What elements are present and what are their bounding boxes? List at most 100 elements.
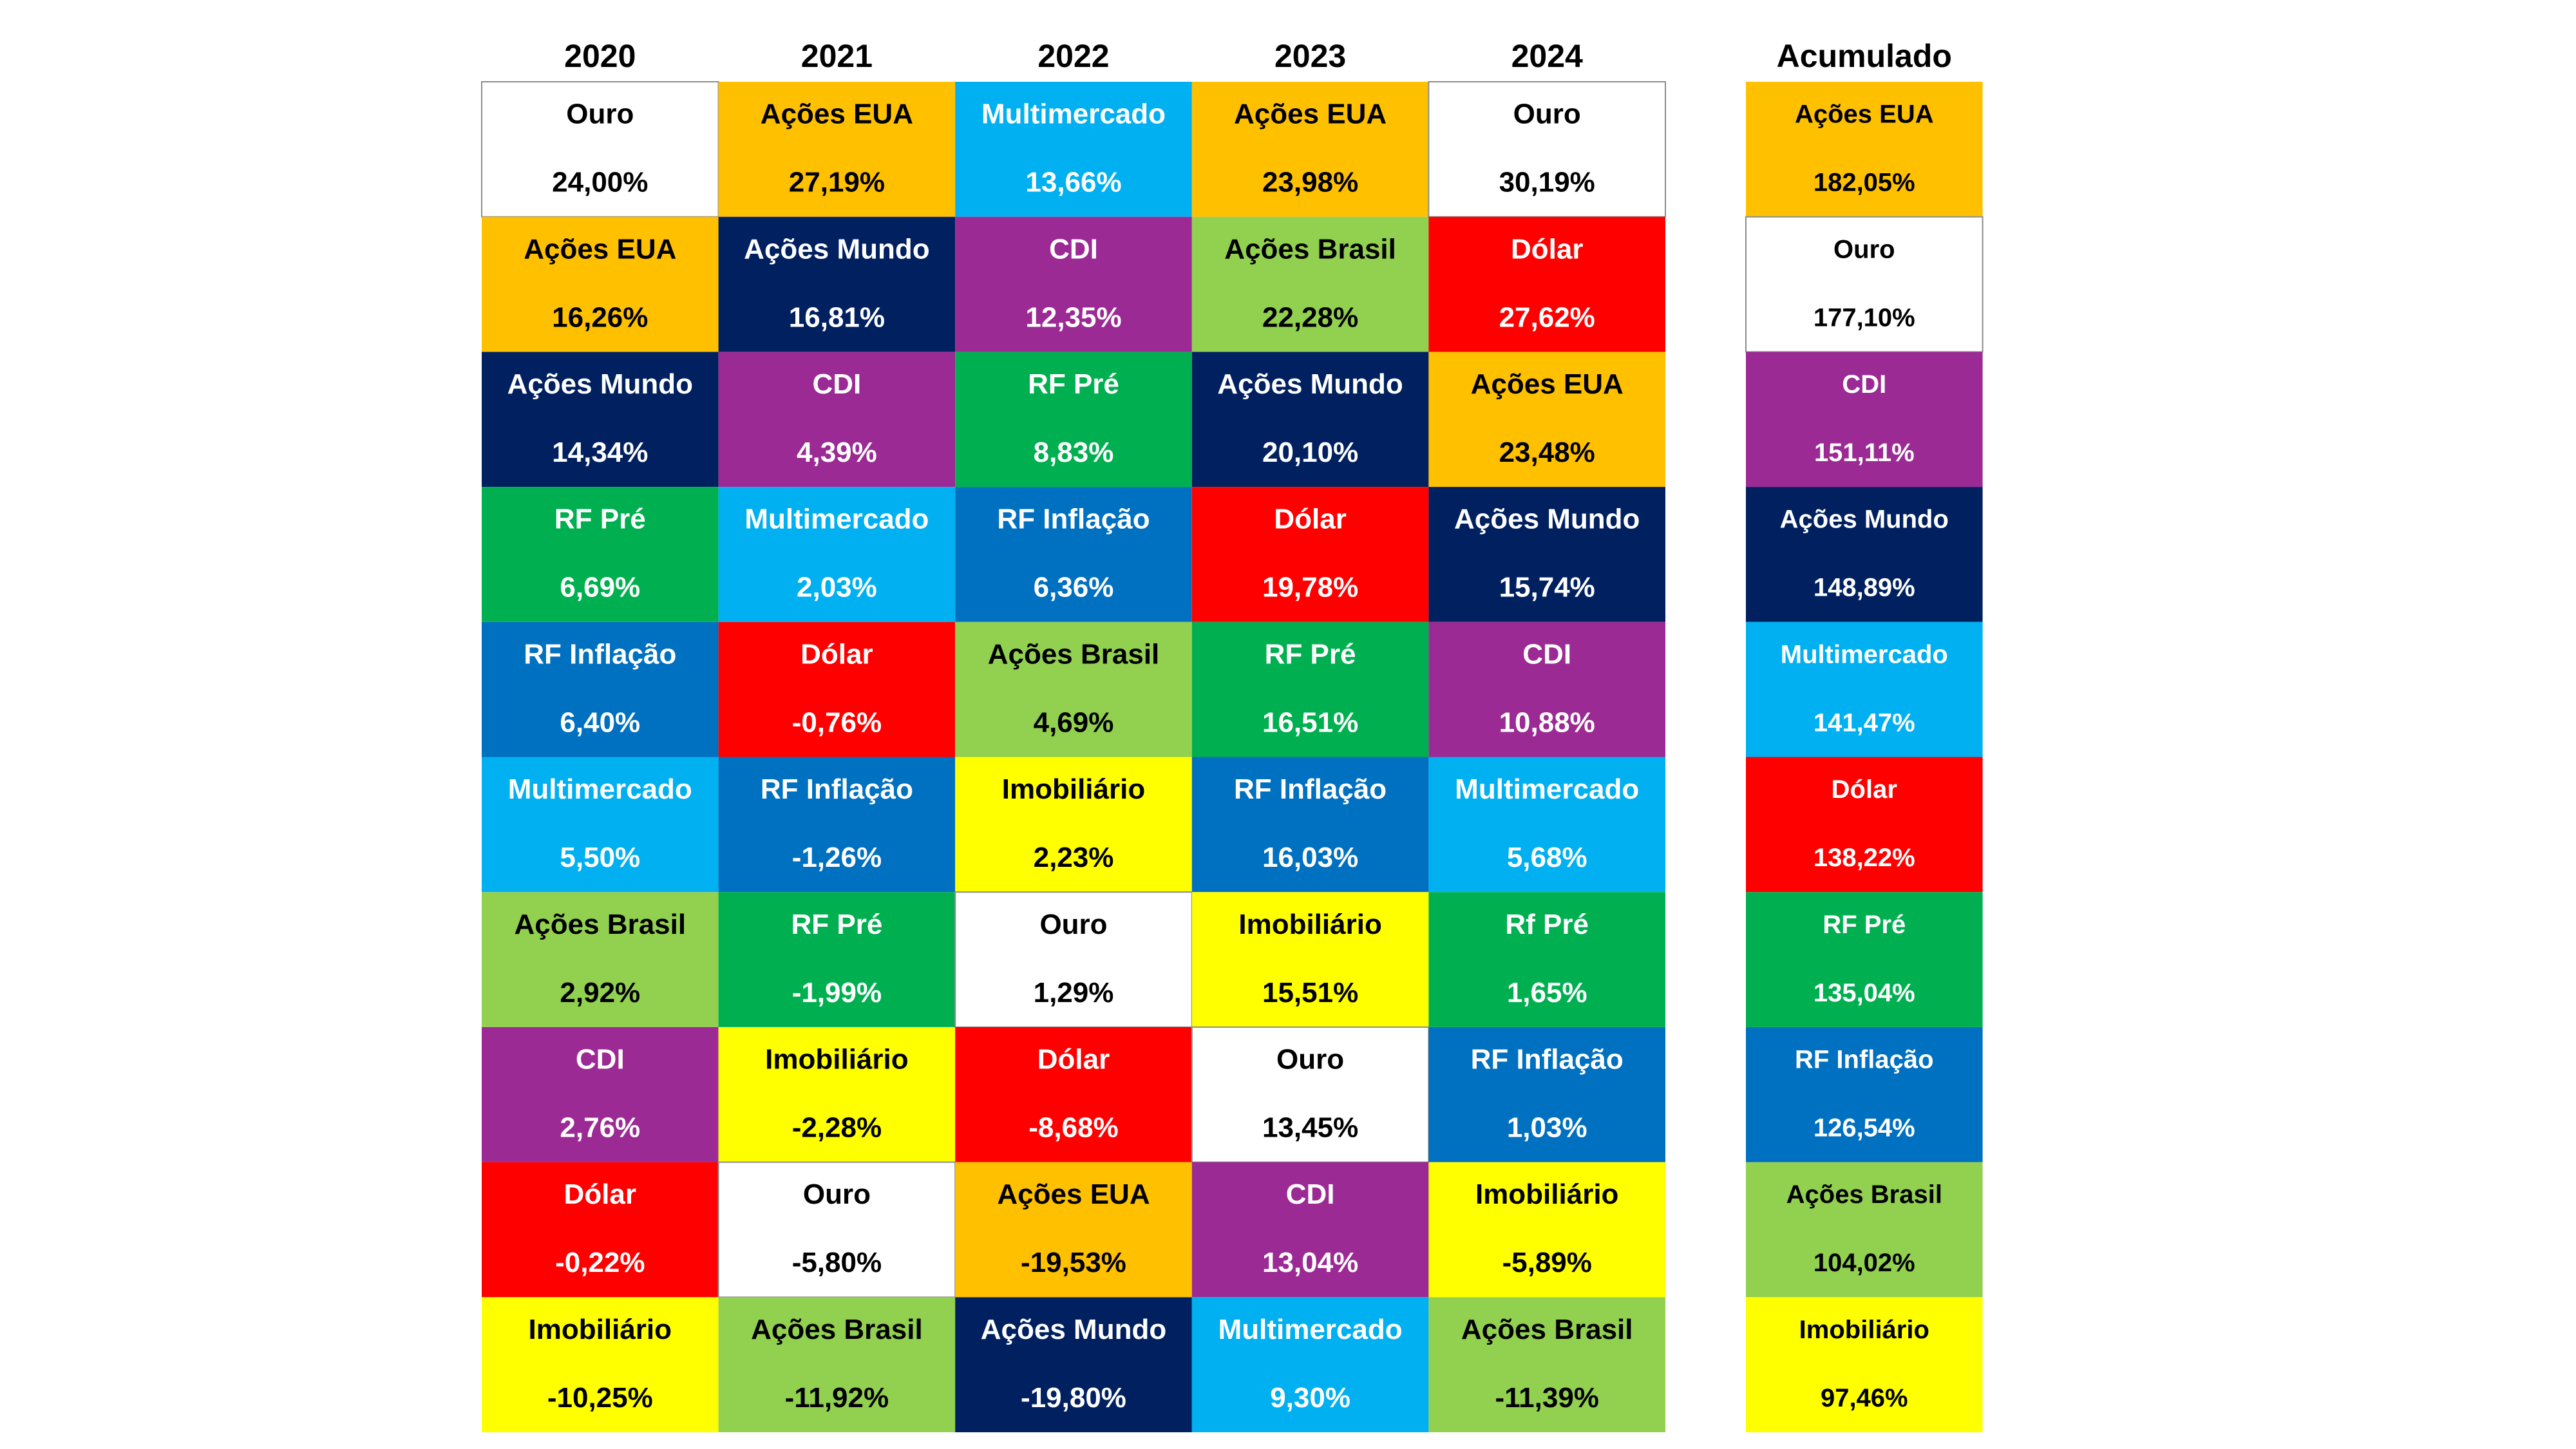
return-value: -11,92% xyxy=(785,1382,889,1414)
asset-name: Multimercado xyxy=(1455,773,1639,805)
asset-name: Ações Brasil xyxy=(1461,1314,1633,1345)
cell xyxy=(1191,1297,1429,1432)
return-value: 12,35% xyxy=(1025,301,1121,333)
asset-name: Ações Mundo xyxy=(1454,504,1640,535)
asset-name: RF Pré xyxy=(554,504,646,535)
return-value: -0,76% xyxy=(792,706,882,738)
cell xyxy=(1746,757,1983,893)
column-header: 2021 xyxy=(801,38,873,74)
return-value: -8,68% xyxy=(1028,1112,1118,1144)
return-value: 14,34% xyxy=(552,437,648,468)
return-value: -5,80% xyxy=(792,1247,882,1278)
return-value: 141,47% xyxy=(1814,708,1915,737)
return-value: 13,66% xyxy=(1025,167,1121,198)
return-value: 138,22% xyxy=(1814,844,1915,872)
asset-name: RF Pré xyxy=(1028,368,1119,400)
cell xyxy=(1191,757,1429,893)
return-value: 6,36% xyxy=(1034,572,1114,603)
cell xyxy=(1191,82,1429,217)
column-header: 2023 xyxy=(1274,38,1346,74)
cell xyxy=(1428,352,1665,488)
asset-name: Ouro xyxy=(1039,909,1107,940)
cell xyxy=(1746,487,1983,622)
asset-name: Multimercado xyxy=(1218,1314,1403,1345)
column-header: Acumulado xyxy=(1777,38,1952,74)
cell xyxy=(718,352,956,488)
asset-name: Ações Mundo xyxy=(507,368,693,400)
return-value: 151,11% xyxy=(1814,439,1915,467)
cell xyxy=(955,216,1192,352)
return-value: 5,50% xyxy=(560,842,640,873)
asset-name: Dólar xyxy=(1037,1044,1110,1075)
return-value: 126,54% xyxy=(1814,1113,1915,1142)
return-value: 30,19% xyxy=(1499,167,1595,198)
asset-name: Imobiliário xyxy=(1799,1316,1929,1344)
return-value: 8,83% xyxy=(1034,437,1114,468)
asset-name: Multimercado xyxy=(981,99,1166,130)
return-value: 27,62% xyxy=(1499,301,1595,333)
return-value: -2,28% xyxy=(792,1112,882,1144)
return-value: 23,98% xyxy=(1262,167,1358,198)
asset-name: Ações Brasil xyxy=(988,638,1160,670)
return-value: -1,26% xyxy=(792,842,882,873)
cell xyxy=(1746,892,1983,1027)
return-value: -5,89% xyxy=(1502,1247,1591,1278)
asset-name: Ouro xyxy=(1513,99,1581,130)
cell xyxy=(1428,1162,1665,1298)
return-value: 23,48% xyxy=(1499,437,1595,468)
return-value: -11,39% xyxy=(1495,1382,1598,1414)
return-value: 24,00% xyxy=(552,167,648,198)
cell xyxy=(1428,1297,1665,1432)
asset-name: Ações EUA xyxy=(1795,100,1934,129)
asset-name: Imobiliário xyxy=(765,1044,908,1075)
cell xyxy=(482,352,719,488)
cell xyxy=(1428,757,1665,893)
cell xyxy=(955,757,1192,893)
return-value: 97,46% xyxy=(1821,1384,1908,1412)
cell xyxy=(954,891,1193,1028)
asset-name: Ações Brasil xyxy=(1786,1180,1942,1209)
cell xyxy=(955,1297,1192,1432)
return-value: 16,26% xyxy=(552,301,648,333)
cell xyxy=(718,621,956,757)
return-value: 1,29% xyxy=(1034,977,1114,1009)
asset-name: Multimercado xyxy=(508,773,692,805)
cell xyxy=(482,757,719,893)
cell xyxy=(1191,216,1429,352)
return-value: 15,51% xyxy=(1262,977,1358,1009)
asset-name: Rf Pré xyxy=(1505,909,1589,940)
cell xyxy=(1428,892,1665,1027)
cell xyxy=(718,487,956,622)
asset-name: Ações Mundo xyxy=(1780,506,1949,534)
cell xyxy=(955,621,1192,757)
return-value: 2,76% xyxy=(560,1112,640,1144)
cell xyxy=(1428,487,1665,622)
cell xyxy=(482,1027,719,1162)
return-value: 2,03% xyxy=(797,572,877,603)
cell xyxy=(718,1297,956,1432)
return-value: 135,04% xyxy=(1814,979,1915,1007)
asset-name: Ações EUA xyxy=(524,233,676,265)
asset-name: Ações EUA xyxy=(1471,368,1624,400)
asset-name: Ouro xyxy=(803,1179,871,1210)
cell xyxy=(1428,216,1665,352)
asset-name: Dólar xyxy=(1511,233,1583,265)
return-value: 6,40% xyxy=(560,706,640,738)
cell xyxy=(1746,1027,1983,1162)
cell xyxy=(1428,621,1665,757)
column-header: 2024 xyxy=(1511,38,1583,74)
cell xyxy=(1428,1027,1665,1162)
return-value: 9,30% xyxy=(1270,1382,1350,1414)
column-header: 2022 xyxy=(1037,38,1109,74)
cell xyxy=(1746,352,1983,488)
asset-name: RF Inflação xyxy=(1234,773,1387,805)
asset-name: Imobiliário xyxy=(1002,773,1145,805)
return-value: -10,25% xyxy=(547,1382,653,1414)
asset-name: Imobiliário xyxy=(1238,909,1381,940)
asset-name: CDI xyxy=(576,1044,625,1075)
return-value: 177,10% xyxy=(1814,303,1915,332)
asset-name: Dólar xyxy=(1274,504,1346,535)
return-value: 16,81% xyxy=(789,301,885,333)
asset-name: Multimercado xyxy=(744,504,929,535)
